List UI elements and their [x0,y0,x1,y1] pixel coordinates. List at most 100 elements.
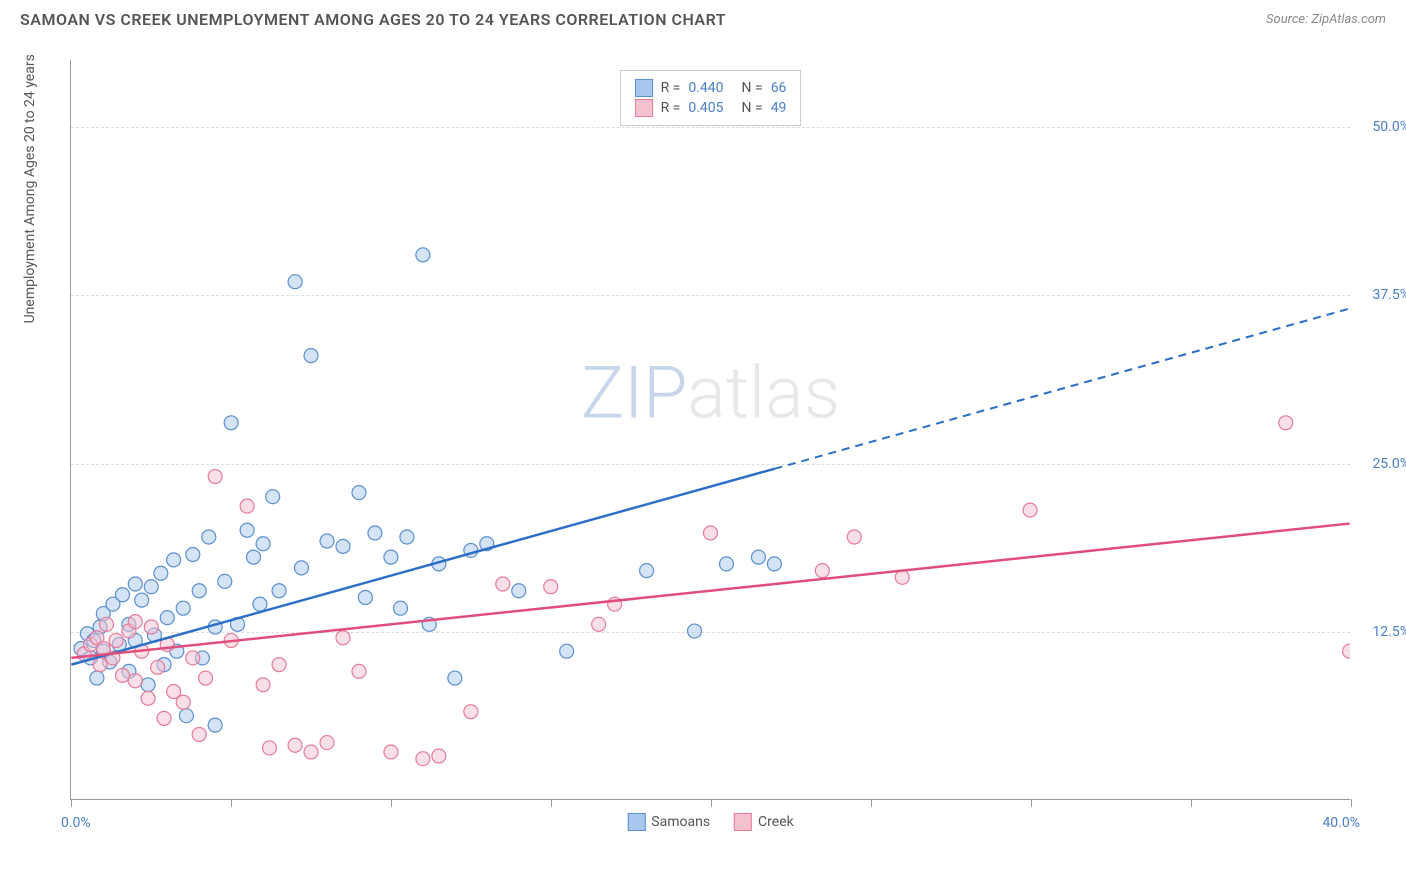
data-point [719,557,733,571]
x-tick [711,799,712,807]
data-point [384,745,398,759]
data-point [640,564,654,578]
data-point [100,617,114,631]
data-point [1343,644,1350,658]
y-tick-label: 25.0% [1372,456,1406,472]
data-point [263,741,277,755]
data-point [358,590,372,604]
data-point [847,530,861,544]
scatter-plot [71,60,1350,799]
n-value-creek: 49 [771,100,787,116]
data-point [751,550,765,564]
data-point [688,624,702,638]
data-point [352,664,366,678]
legend-label-samoans: Samoans [651,814,710,830]
legend-item-creek: Creek [734,813,794,831]
data-point [240,523,254,537]
data-point [90,671,104,685]
data-point [135,593,149,607]
y-axis-label: Unemployment Among Ages 20 to 24 years [22,54,38,323]
stats-row-creek: R = 0.405 N = 49 [635,99,787,117]
data-point [128,674,142,688]
r-value-samoans: 0.440 [688,80,723,96]
data-point [109,633,123,647]
y-tick-label: 12.5% [1372,624,1406,640]
data-point [560,644,574,658]
data-point [176,601,190,615]
data-point [272,658,286,672]
data-point [224,416,238,430]
data-point [544,580,558,594]
data-point [767,557,781,571]
data-point [192,728,206,742]
data-point [288,738,302,752]
x-tick [71,799,72,807]
data-point [179,709,193,723]
legend-swatch-creek-icon [734,813,752,831]
x-tick [1031,799,1032,807]
y-tick-label: 37.5% [1372,287,1406,303]
source-label: Source: ZipAtlas.com [1266,12,1386,27]
data-point [1023,503,1037,517]
data-point [320,736,334,750]
data-point [144,620,158,634]
n-value-samoans: 66 [771,80,787,96]
x-tick [551,799,552,807]
data-point [186,651,200,665]
data-point [208,470,222,484]
stats-row-samoans: R = 0.440 N = 66 [635,79,787,97]
data-point [704,526,718,540]
data-point [186,547,200,561]
data-point [304,349,318,363]
stats-box: R = 0.440 N = 66 R = 0.405 N = 49 [620,70,802,126]
data-point [256,537,270,551]
plot-area: R = 0.440 N = 66 R = 0.405 N = 49 ZIPatl… [70,60,1350,800]
data-point [141,678,155,692]
data-point [144,580,158,594]
data-point [416,248,430,262]
data-point [266,490,280,504]
data-point [400,530,414,544]
data-point [496,577,510,591]
data-point [116,668,130,682]
data-point [272,584,286,598]
data-point [815,564,829,578]
data-point [208,718,222,732]
data-point [141,691,155,705]
data-point [1279,416,1293,430]
data-point [320,534,334,548]
data-point [160,611,174,625]
data-point [128,615,142,629]
trend-line-dashed [774,309,1349,469]
data-point [895,570,909,584]
swatch-creek-icon [635,99,653,117]
x-tick [1351,799,1352,807]
data-point [176,695,190,709]
data-point [336,631,350,645]
data-point [416,752,430,766]
data-point [157,711,171,725]
header: SAMOAN VS CREEK UNEMPLOYMENT AMONG AGES … [0,0,1406,39]
data-point [432,749,446,763]
data-point [218,574,232,588]
data-point [154,566,168,580]
swatch-samoans-icon [635,79,653,97]
x-tick [231,799,232,807]
data-point [202,530,216,544]
r-value-creek: 0.405 [688,100,723,116]
data-point [512,584,526,598]
data-point [192,584,206,598]
chart-title: SAMOAN VS CREEK UNEMPLOYMENT AMONG AGES … [20,10,726,29]
data-point [464,705,478,719]
data-point [294,561,308,575]
data-point [368,526,382,540]
x-tick [1191,799,1192,807]
x-tick [391,799,392,807]
trend-line [71,469,774,665]
data-point [116,588,130,602]
data-point [384,550,398,564]
legend-item-samoans: Samoans [627,813,710,831]
data-point [151,660,165,674]
data-point [128,577,142,591]
legend-label-creek: Creek [758,814,794,830]
